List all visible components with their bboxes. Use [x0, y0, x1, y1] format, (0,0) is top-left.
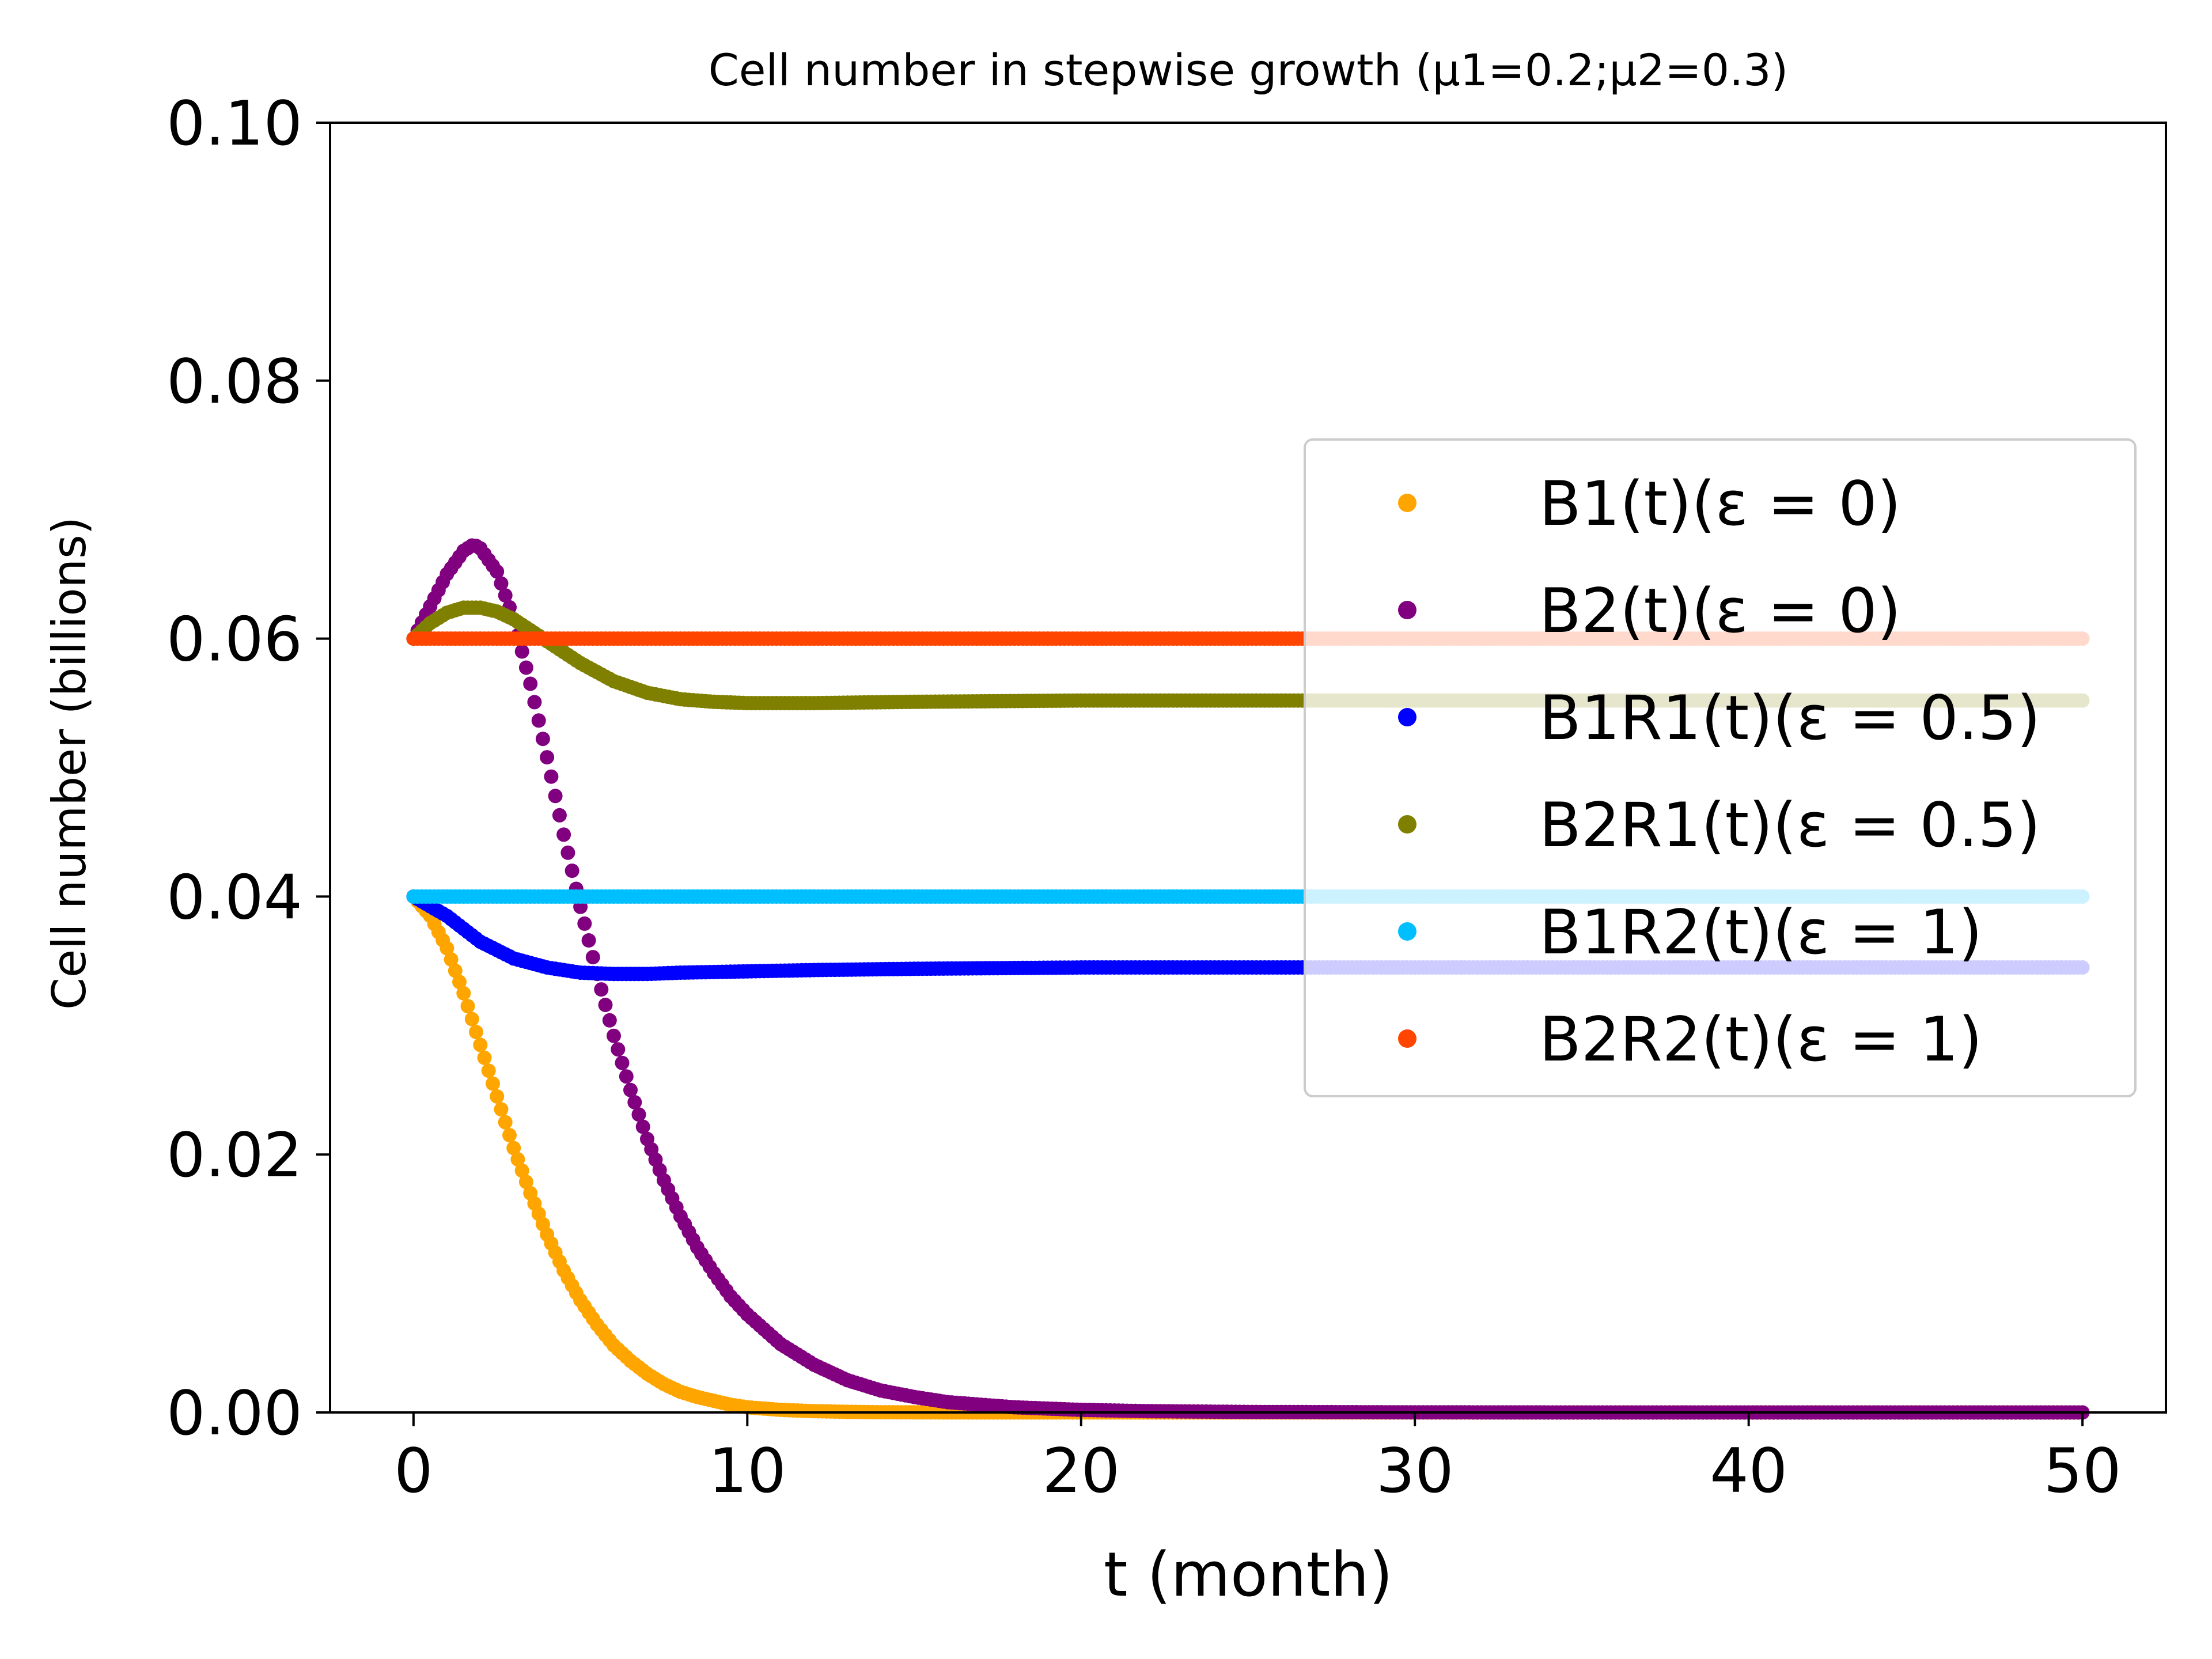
- data-point: [456, 986, 471, 1001]
- x-tick-label: 0: [394, 1435, 433, 1506]
- data-point: [440, 941, 454, 956]
- data-point: [448, 963, 463, 978]
- data-point: [506, 1141, 521, 1156]
- data-point: [556, 827, 571, 842]
- data-point: [540, 750, 555, 765]
- data-point: [577, 916, 592, 931]
- data-point: [607, 1028, 621, 1043]
- data-point: [598, 998, 613, 1012]
- legend-marker: [1398, 922, 1416, 941]
- data-point: [473, 1037, 488, 1052]
- data-point: [452, 975, 467, 990]
- data-point: [518, 1175, 533, 1190]
- data-point: [498, 588, 513, 603]
- data-point: [623, 1082, 638, 1097]
- legend-label: B2(t)(ε = 0): [1539, 575, 1901, 646]
- data-point: [514, 1163, 529, 1178]
- data-point: [460, 999, 475, 1014]
- data-point: [514, 644, 529, 659]
- data-point: [481, 1063, 496, 1078]
- legend-label: B1R2(t)(ε = 1): [1539, 897, 1982, 968]
- data-point: [619, 1069, 634, 1084]
- y-tick-label: 0.04: [166, 862, 302, 933]
- data-point: [602, 1013, 617, 1028]
- legend-label: B2R2(t)(ε = 1): [1539, 1004, 1982, 1075]
- x-axis-label: t (month): [1104, 1539, 1393, 1610]
- legend-marker: [1398, 708, 1416, 726]
- data-point: [490, 564, 505, 579]
- data-point: [535, 732, 550, 747]
- x-tick-label: 10: [709, 1435, 786, 1506]
- x-tick-label: 30: [1376, 1435, 1454, 1506]
- legend-marker: [1398, 1029, 1416, 1048]
- x-tick-label: 40: [1710, 1435, 1787, 1506]
- data-point: [502, 1128, 517, 1143]
- x-tick-label: 50: [2044, 1435, 2122, 1506]
- y-tick-label: 0.10: [166, 88, 302, 159]
- data-point: [560, 845, 575, 860]
- data-point: [544, 769, 559, 784]
- data-point: [527, 695, 542, 710]
- legend-box: [1304, 438, 2137, 1097]
- data-point: [615, 1055, 630, 1070]
- data-point: [581, 933, 596, 948]
- legend-marker: [1398, 601, 1416, 619]
- legend-label: B1R1(t)(ε = 0.5): [1539, 683, 2040, 753]
- data-point: [518, 660, 533, 675]
- data-point: [486, 1076, 500, 1091]
- data-point: [498, 1115, 513, 1130]
- x-tick-label: 20: [1042, 1435, 1120, 1506]
- data-point: [531, 713, 546, 728]
- legend-marker: [1398, 494, 1416, 512]
- data-point: [510, 1152, 525, 1167]
- data-point: [631, 1107, 646, 1122]
- data-point: [494, 576, 509, 591]
- legend-marker: [1398, 815, 1416, 834]
- y-tick-label: 0.06: [166, 604, 302, 675]
- data-point: [444, 952, 459, 967]
- y-tick-label: 0.08: [166, 346, 302, 417]
- data-point: [477, 1050, 492, 1065]
- data-point: [627, 1095, 642, 1109]
- data-point: [490, 1089, 505, 1104]
- data-point: [611, 1042, 626, 1057]
- legend: B1(t)(ε = 0) B2(t)(ε = 0) B1R1(t)(ε = 0.5)…: [1304, 438, 2137, 1097]
- legend-label: B1(t)(ε = 0): [1539, 468, 1901, 539]
- y-tick-label: 0.00: [166, 1378, 302, 1449]
- data-point: [594, 982, 609, 997]
- legend-label: B2R1(t)(ε = 0.5): [1539, 790, 2040, 861]
- series-2: [406, 538, 2090, 1420]
- data-point: [548, 789, 563, 804]
- data-point: [494, 1102, 509, 1117]
- data-point: [469, 1025, 483, 1039]
- data-point: [635, 1119, 650, 1134]
- data-point: [552, 808, 567, 823]
- y-axis-label: Cell number (billions): [43, 517, 96, 1010]
- y-tick-label: 0.02: [166, 1120, 302, 1191]
- axes-frame: [329, 122, 2167, 1414]
- chart-title: Cell number in stepwise growth (μ1=0.2;μ…: [709, 44, 1789, 96]
- data-point: [464, 1012, 479, 1027]
- axes: 0 10 20 30 40 50 0.00 0.02 0.04 0.06 0.08 0.10: [166, 88, 2167, 1506]
- data-point: [565, 863, 579, 878]
- data-point: [523, 676, 538, 691]
- data-point: [585, 950, 600, 965]
